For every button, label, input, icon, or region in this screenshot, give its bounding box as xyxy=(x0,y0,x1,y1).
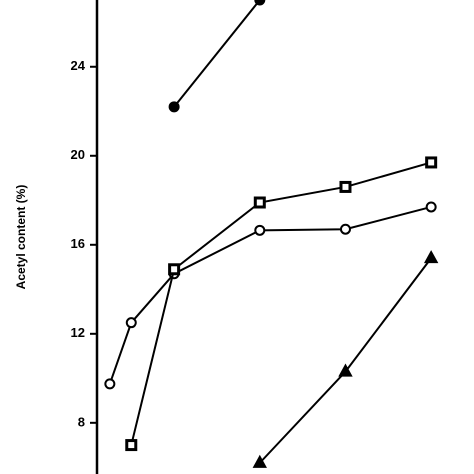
y-tick-label: 20 xyxy=(71,147,85,162)
y-tick-label: 16 xyxy=(71,236,85,251)
marker xyxy=(125,317,137,329)
marker xyxy=(338,363,353,377)
marker xyxy=(254,0,266,6)
marker xyxy=(423,250,439,264)
marker xyxy=(339,180,352,193)
series-line xyxy=(173,0,261,108)
series-line xyxy=(130,161,432,446)
series-line xyxy=(108,205,432,385)
y-tick-label: 12 xyxy=(71,325,85,340)
marker xyxy=(252,454,267,468)
y-axis-label: Acetyl content (%) xyxy=(14,185,28,290)
marker xyxy=(168,101,180,113)
series-line xyxy=(259,257,432,464)
marker xyxy=(168,263,181,276)
marker xyxy=(104,378,116,390)
plot-area xyxy=(104,0,439,468)
marker xyxy=(254,224,266,236)
marker xyxy=(125,439,138,452)
marker xyxy=(253,196,266,209)
y-tick-label: 24 xyxy=(71,58,86,73)
marker xyxy=(339,223,351,235)
y-tick-label: 8 xyxy=(78,414,85,429)
marker xyxy=(425,201,437,213)
marker xyxy=(425,156,438,169)
